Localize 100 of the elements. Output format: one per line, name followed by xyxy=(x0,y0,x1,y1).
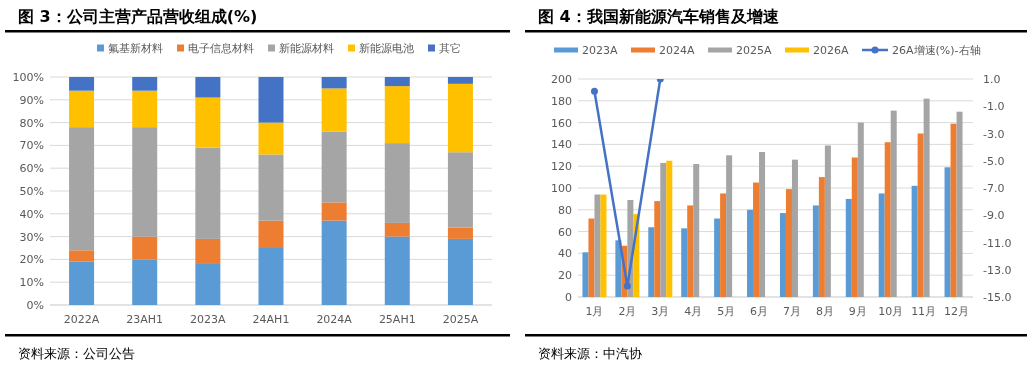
bar xyxy=(321,88,347,132)
y-tick-label: 140 xyxy=(551,138,572,152)
bar xyxy=(726,155,733,297)
legend-label: 氟基新材料 xyxy=(108,42,163,55)
bar xyxy=(956,111,963,297)
x-tick-label: 25AH1 xyxy=(378,313,416,326)
bar xyxy=(681,228,688,297)
bar xyxy=(258,154,284,221)
point xyxy=(590,87,598,95)
bar xyxy=(714,218,721,297)
y-tick-label: 0% xyxy=(26,299,44,312)
bar xyxy=(615,240,622,297)
y2-tick-label: -3.0 xyxy=(983,127,1005,141)
y-tick-label: 100 xyxy=(551,182,572,195)
bar xyxy=(132,77,158,91)
bar xyxy=(195,263,221,305)
bar xyxy=(818,177,825,297)
y-tick-label: 80 xyxy=(558,203,572,217)
x-tick-label: 6月 xyxy=(750,305,769,318)
x-tick-label: 23AH1 xyxy=(126,313,164,326)
legend-label: 2024A xyxy=(659,44,695,57)
bar xyxy=(944,167,951,297)
y-tick-label: 60 xyxy=(558,225,572,239)
text: 资料来源：中汽协 xyxy=(538,346,642,361)
y-tick-label: 30% xyxy=(19,230,44,244)
bar xyxy=(759,152,766,297)
bar xyxy=(384,222,410,237)
legend-label: 电子信息材料 xyxy=(188,42,254,55)
y-tick-label: 80% xyxy=(19,116,44,130)
x-tick-label: 2月 xyxy=(618,305,637,318)
x-tick-label: 2024A xyxy=(316,313,353,326)
bar xyxy=(857,122,864,297)
bar xyxy=(69,250,95,262)
y2-tick-label: -9.0 xyxy=(983,209,1005,223)
legend-label: 26A增速(%)-右轴 xyxy=(892,44,981,57)
bar xyxy=(195,147,221,239)
bar xyxy=(648,227,655,297)
x-tick-label: 8月 xyxy=(815,305,834,318)
x-tick-label: 3月 xyxy=(651,305,670,318)
bar xyxy=(447,227,473,239)
bar xyxy=(600,194,607,297)
bar xyxy=(321,220,347,305)
bar xyxy=(384,236,410,305)
bar xyxy=(321,77,347,89)
x-tick-label: 12月 xyxy=(944,305,970,318)
legend-label: 其它 xyxy=(439,42,461,55)
x-tick-label: 11月 xyxy=(911,305,937,318)
y-tick-label: 40 xyxy=(558,247,572,261)
y-tick-label: 160 xyxy=(551,116,572,130)
bar xyxy=(660,162,667,297)
y-tick-label: 20% xyxy=(19,253,44,267)
y-tick-label: 40% xyxy=(19,207,44,221)
bar xyxy=(69,77,95,91)
x-tick-label: 1月 xyxy=(585,305,604,318)
bar xyxy=(779,213,786,297)
y-tick-label: 180 xyxy=(551,94,572,108)
x-tick-label: 2025A xyxy=(442,313,479,326)
bar xyxy=(594,194,601,297)
bar xyxy=(258,248,284,305)
y2-tick-label: -15.0 xyxy=(983,291,1012,304)
bar xyxy=(132,236,158,260)
bar xyxy=(132,90,158,128)
bar xyxy=(890,110,897,297)
bar xyxy=(917,133,924,297)
legend-label: 2023A xyxy=(582,44,618,57)
bar xyxy=(911,185,918,297)
x-tick-label: 2022A xyxy=(63,313,100,326)
bar xyxy=(884,142,891,297)
text: 资料来源：公司公告 xyxy=(18,346,135,361)
y-tick-label: 120 xyxy=(551,160,572,174)
y-tick-label: 200 xyxy=(551,73,572,86)
y2-tick-label: -11.0 xyxy=(983,236,1012,250)
bar xyxy=(791,159,798,297)
y2-tick-label: -5.0 xyxy=(983,154,1005,168)
bar xyxy=(258,122,284,155)
legend-label: 新能源电池 xyxy=(359,42,414,55)
bar xyxy=(258,220,284,248)
y-tick-label: 100% xyxy=(12,71,44,84)
bar xyxy=(195,238,221,264)
bar xyxy=(447,238,473,305)
bar xyxy=(687,205,694,297)
y-tick-label: 10% xyxy=(19,276,44,290)
bar xyxy=(384,86,410,144)
y-tick-label: 70% xyxy=(19,139,44,153)
legend-label: 2025A xyxy=(736,44,772,57)
bar xyxy=(753,182,760,297)
bar xyxy=(747,209,754,297)
bar xyxy=(132,259,158,305)
point xyxy=(623,282,631,290)
bar xyxy=(654,201,661,297)
y-tick-label: 20 xyxy=(558,269,572,283)
x-tick-label: 24AH1 xyxy=(252,313,290,326)
bar xyxy=(132,127,158,237)
bar xyxy=(384,143,410,223)
chart-title: 图 4：我国新能源汽车销售及增速 xyxy=(538,7,780,26)
bar xyxy=(812,205,819,297)
y2-tick-label: 1.0 xyxy=(983,73,1001,86)
bar xyxy=(447,77,473,84)
bar xyxy=(666,160,673,297)
bar xyxy=(69,127,95,251)
